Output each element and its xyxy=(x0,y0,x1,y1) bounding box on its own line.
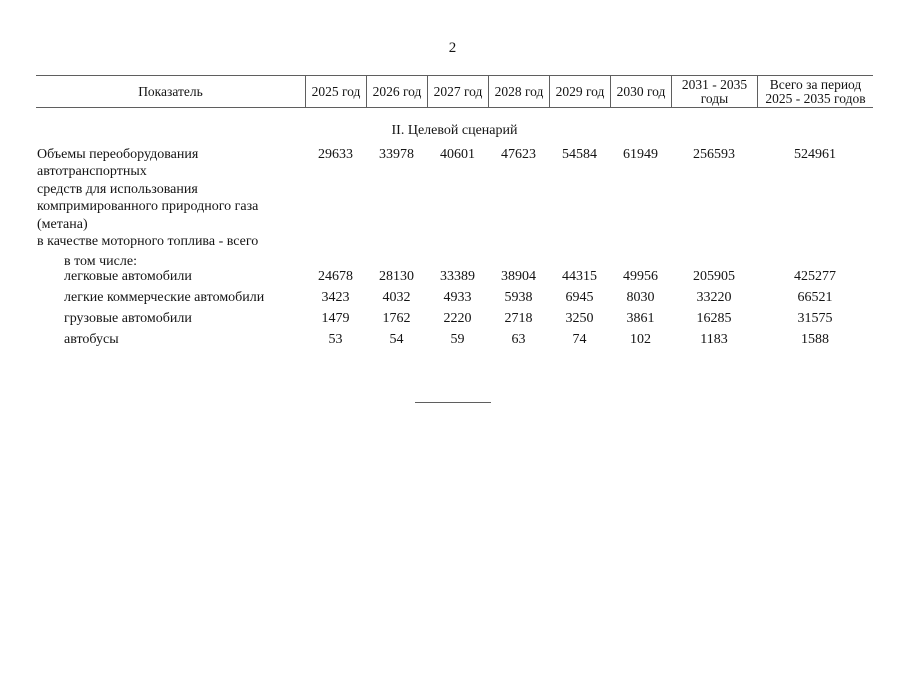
cell-value: 1183 xyxy=(700,332,728,347)
cell-value: 29633 xyxy=(318,146,353,162)
cell-value: 3250 xyxy=(565,311,594,326)
cell-value: 40601 xyxy=(440,146,475,162)
cell-value: 49956 xyxy=(623,269,658,284)
cell-value: 63 xyxy=(511,332,526,347)
cell-value: 3423 xyxy=(321,290,350,305)
cell-value: 44315 xyxy=(562,269,597,284)
column-header-2030: 2030 год xyxy=(610,76,671,107)
row-label: грузовые автомобили xyxy=(64,311,192,326)
table-row: автобусы 53 54 59 63 74 102 1183 1588 xyxy=(36,329,873,350)
cell-value: 1479 xyxy=(321,311,350,326)
cell-value: 54584 xyxy=(562,146,597,162)
column-header-2025: 2025 год xyxy=(305,76,366,107)
cell-value: 2718 xyxy=(504,311,533,326)
row-label-including: в том числе: xyxy=(64,253,137,269)
cell-value: 16285 xyxy=(696,311,732,326)
column-header-2027: 2027 год xyxy=(427,76,488,107)
cell-value: 33978 xyxy=(379,146,414,162)
cell-value: 38904 xyxy=(501,269,536,284)
cell-value: 54 xyxy=(389,332,404,347)
data-table: Показатель 2025 год 2026 год 2027 год 20… xyxy=(36,75,873,350)
table-row: легковые автомобили 24678 28130 33389 38… xyxy=(36,266,873,287)
column-header-indicator: Показатель xyxy=(138,83,203,99)
cell-value: 8030 xyxy=(626,290,655,305)
section-title: II. Целевой сценарий xyxy=(391,123,518,138)
cell-value: 4032 xyxy=(382,290,411,305)
column-header-2026: 2026 год xyxy=(366,76,427,107)
cell-value: 33220 xyxy=(696,290,732,305)
row-label: легкие коммерческие автомобили xyxy=(64,290,265,305)
table-header-row: Показатель 2025 год 2026 год 2027 год 20… xyxy=(36,75,873,108)
cell-value: 6945 xyxy=(565,290,594,305)
cell-value: 205905 xyxy=(693,269,735,284)
cell-value: 66521 xyxy=(797,290,833,305)
cell-value: 59 xyxy=(450,332,465,347)
cell-value: 3861 xyxy=(626,311,655,326)
cell-value: 102 xyxy=(630,332,651,347)
row-label: легковые автомобили xyxy=(64,269,192,284)
sub-rows: легковые автомобили 24678 28130 33389 38… xyxy=(36,266,873,350)
column-header-2029: 2029 год xyxy=(549,76,610,107)
cell-value: 4933 xyxy=(443,290,472,305)
column-header-total: Всего за период 2025 - 2035 годов xyxy=(757,76,873,107)
column-header-2028: 2028 год xyxy=(488,76,549,107)
cell-value: 74 xyxy=(572,332,587,347)
table-row: Объемы переоборудования автотранспортных… xyxy=(36,146,873,251)
cell-value: 33389 xyxy=(440,269,475,284)
cell-value: 256593 xyxy=(693,146,735,162)
cell-value: 47623 xyxy=(501,146,536,162)
row-label: автобусы xyxy=(64,332,119,347)
cell-value: 24678 xyxy=(318,269,353,284)
cell-value: 2220 xyxy=(443,311,472,326)
cell-value: 524961 xyxy=(794,146,836,162)
cell-value: 5938 xyxy=(504,290,533,305)
cell-value: 1588 xyxy=(801,332,829,347)
cell-value: 1762 xyxy=(382,311,411,326)
table-row: легкие коммерческие автомобили 3423 4032… xyxy=(36,287,873,308)
footnote-rule xyxy=(414,402,491,403)
cell-value: 61949 xyxy=(623,146,658,162)
cell-value: 425277 xyxy=(794,269,836,284)
cell-value: 28130 xyxy=(379,269,414,284)
row-label: Объемы переоборудования автотранспортных… xyxy=(37,146,259,250)
cell-value: 53 xyxy=(328,332,343,347)
cell-value: 31575 xyxy=(797,311,833,326)
page-number: 2 xyxy=(448,40,457,56)
table-row: грузовые автомобили 1479 1762 2220 2718 … xyxy=(36,308,873,329)
column-header-2031-2035: 2031 - 2035 годы xyxy=(671,76,757,107)
